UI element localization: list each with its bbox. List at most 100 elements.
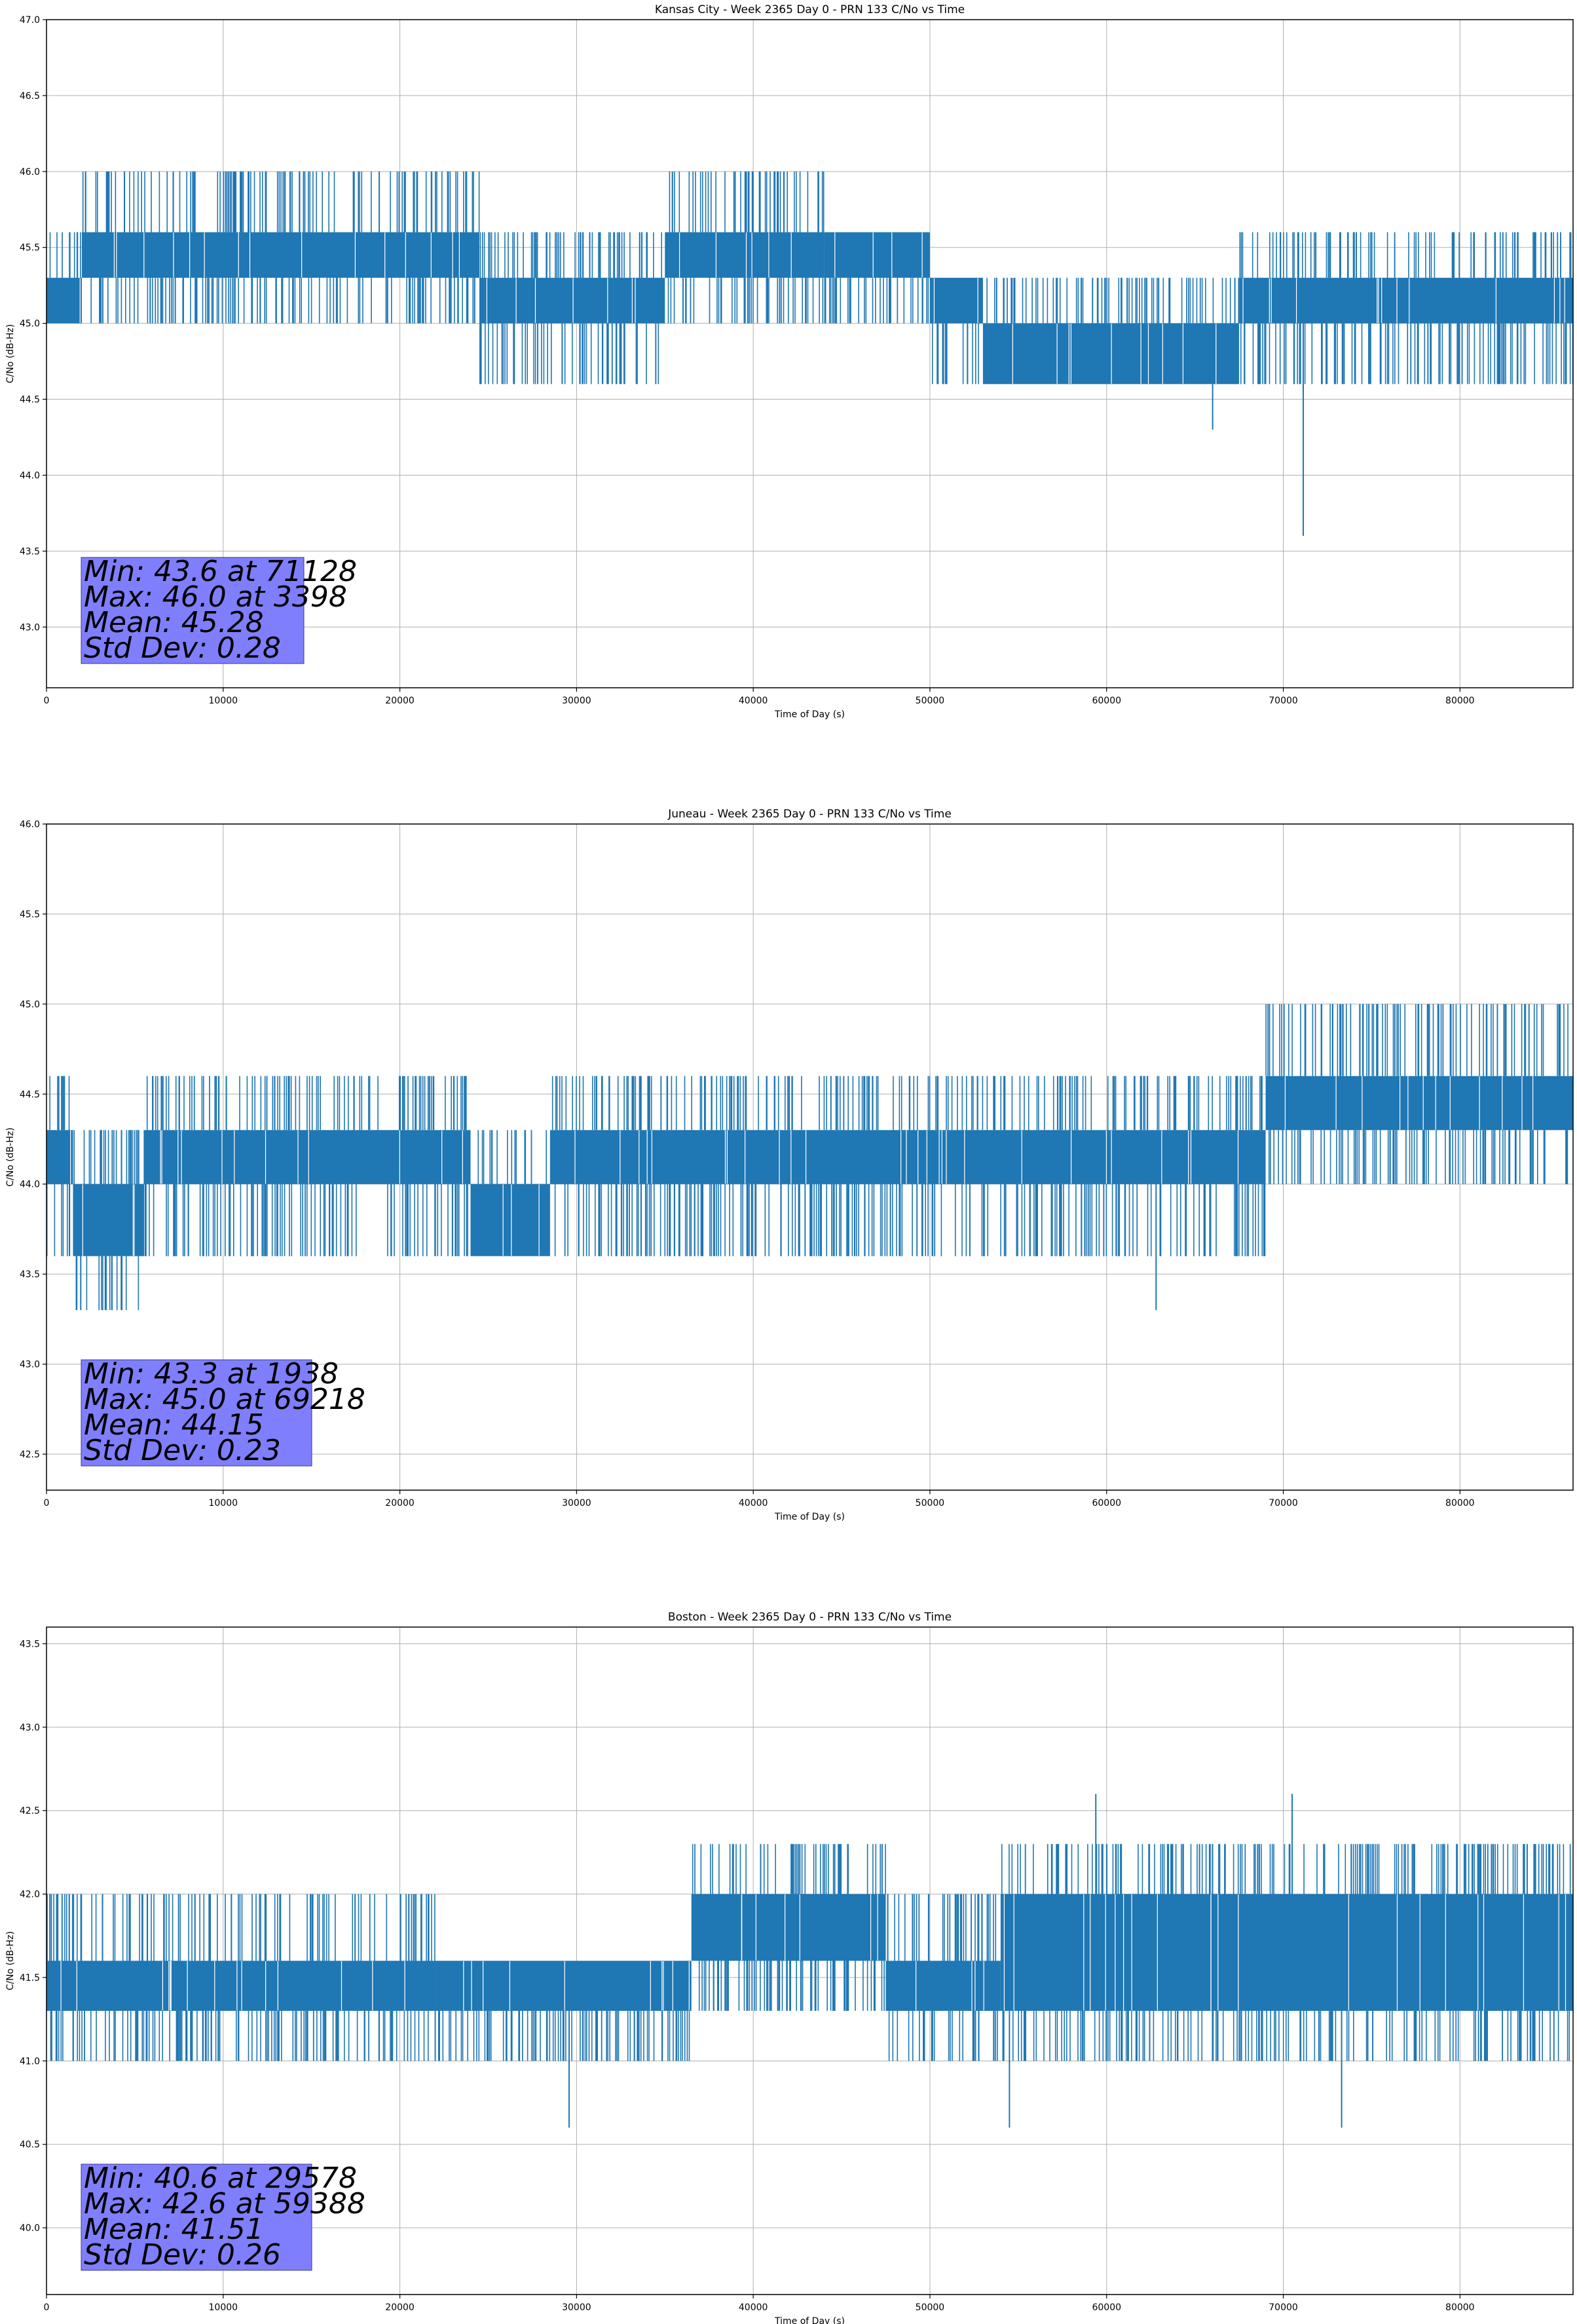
stat-min: Min: 43.3 at 1938: [84, 1357, 339, 1391]
x-tick-label: 0: [44, 1498, 50, 1509]
y-tick-label: 46.5: [20, 91, 40, 102]
y-tick-label: 44.0: [20, 470, 40, 481]
data-band: [1239, 278, 1573, 324]
chart-title: Boston - Week 2365 Day 0 - PRN 133 C/No …: [668, 1611, 952, 1624]
data-spikes: [479, 232, 662, 384]
stats-box: Min: 43.6 at 71128 Max: 46.0 at 3398 Mea…: [81, 555, 357, 665]
y-tick-label: 41.0: [20, 2056, 40, 2067]
y-tick-label: 44.5: [20, 395, 40, 405]
data-gaps: [933, 278, 978, 324]
y-tick-label: 43.0: [20, 1360, 40, 1370]
y-tick-label: 45.0: [20, 1000, 40, 1010]
data-gaps: [834, 233, 923, 278]
data-band: [691, 1894, 886, 1961]
y-axis-label: C/No (dB-Hz): [5, 1931, 16, 1990]
data-spikes: [143, 1076, 468, 1256]
data-spikes: [692, 1844, 886, 2011]
data-band: [982, 323, 1240, 384]
x-tick-label: 10000: [209, 2302, 238, 2313]
x-tick-label: 30000: [562, 2302, 591, 2313]
y-tick-label: 43.0: [20, 622, 40, 633]
x-tick-label: 20000: [385, 1498, 415, 1509]
stat-mean: Mean: 44.15: [84, 1408, 264, 1442]
y-tick-label: 44.5: [20, 1089, 40, 1100]
tick-labels: 0 10000 20000 30000 40000 50000 60000 70000 8000…: [20, 15, 1475, 706]
data-band: [470, 1184, 550, 1256]
stat-std-dev: Std Dev: 0.28: [84, 631, 281, 665]
stat-max: Max: 46.0 at 3398: [84, 580, 347, 614]
x-tick-label: 20000: [385, 2302, 415, 2313]
x-tick-label: 40000: [739, 1498, 768, 1509]
data-gaps: [82, 1184, 135, 1256]
chart-kansas-city: 0 10000 20000 30000 40000 50000 60000 70000 8000…: [5, 3, 1574, 720]
data-gaps: [113, 233, 460, 278]
tick-labels: 0 10000 20000 30000 40000 50000 60000 70000 8000…: [20, 1639, 1475, 2313]
y-tick-label: 45.5: [20, 243, 40, 253]
data-gaps: [502, 1184, 540, 1256]
x-tick-label: 50000: [916, 696, 945, 706]
data-spikes: [551, 1076, 1266, 1256]
x-tick-label: 40000: [739, 2302, 768, 2313]
data-band: [435, 1960, 692, 2011]
stats-background: [81, 1359, 312, 1467]
y-tick-label: 43.5: [20, 546, 40, 557]
y-axis-label: C/No (dB-Hz): [5, 1127, 16, 1186]
chart-juneau: 0 10000 20000 30000 40000 50000 60000 70000 8000…: [5, 808, 1574, 1522]
data-band: [929, 278, 983, 324]
stats-box: Min: 43.3 at 1938 Max: 45.0 at 69218 Mea…: [81, 1357, 365, 1467]
data-gaps: [1284, 1076, 1534, 1130]
y-tick-label: 42.5: [20, 1806, 40, 1816]
chart-title: Kansas City - Week 2365 Day 0 - PRN 133 …: [655, 3, 965, 16]
x-tick-label: 0: [44, 696, 50, 706]
data-series: [46, 171, 1574, 536]
data-spikes: [932, 323, 979, 384]
data-gaps: [1242, 278, 1565, 324]
y-tick-label: 41.5: [20, 1973, 40, 1983]
stat-max: Max: 45.0 at 69218: [84, 1383, 365, 1416]
data-gaps: [916, 1961, 984, 2011]
data-spikes: [824, 278, 929, 324]
y-tick-label: 42.0: [20, 1890, 40, 1900]
data-gaps: [486, 278, 636, 324]
data-band: [73, 1184, 144, 1256]
x-tick-label: 60000: [1092, 2302, 1121, 2313]
y-tick-label: 40.0: [20, 2223, 40, 2234]
stat-min: Min: 43.6 at 71128: [84, 555, 357, 588]
x-tick-label: 50000: [916, 1498, 945, 1509]
data-spikes: [82, 171, 480, 324]
data-band: [46, 1130, 73, 1184]
data-band: [143, 1130, 471, 1184]
stat-std-dev: Std Dev: 0.23: [84, 1434, 281, 1467]
data-band: [479, 278, 665, 324]
stat-mean: Mean: 41.51: [84, 2213, 264, 2246]
data-spikes: [1265, 1003, 1568, 1184]
data-band: [549, 1130, 1266, 1184]
x-tick-label: 70000: [1269, 696, 1298, 706]
stat-std-dev: Std Dev: 0.26: [84, 2238, 281, 2272]
data-spikes: [986, 278, 1240, 324]
y-tick-label: 43.5: [20, 1639, 40, 1649]
chart-title: Juneau - Week 2365 Day 0 - PRN 133 C/No …: [667, 808, 952, 821]
stats-background: [81, 2164, 312, 2271]
y-tick-label: 43.5: [20, 1269, 40, 1280]
data-series: [46, 1003, 1573, 1311]
y-tick-label: 46.0: [20, 819, 40, 830]
x-tick-label: 70000: [1269, 1498, 1298, 1509]
x-tick-label: 80000: [1445, 696, 1475, 706]
x-tick-label: 40000: [739, 696, 768, 706]
chart-boston: 0 10000 20000 30000 40000 50000 60000 70000 8000…: [5, 1611, 1574, 2324]
data-gaps: [741, 1894, 878, 1960]
data-band: [885, 1960, 1001, 2011]
data-band: [46, 278, 82, 324]
data-spikes: [477, 1130, 547, 1184]
data-series: [46, 1793, 1573, 2128]
data-spikes: [49, 232, 81, 278]
y-tick-label: 45.0: [20, 319, 40, 329]
data-band: [665, 232, 825, 278]
data-gaps: [1003, 1894, 1567, 2011]
data-spikes: [1239, 232, 1574, 384]
axes-frame: [46, 823, 1574, 1491]
data-gaps: [60, 1961, 405, 2011]
x-tick-label: 30000: [562, 1498, 591, 1509]
